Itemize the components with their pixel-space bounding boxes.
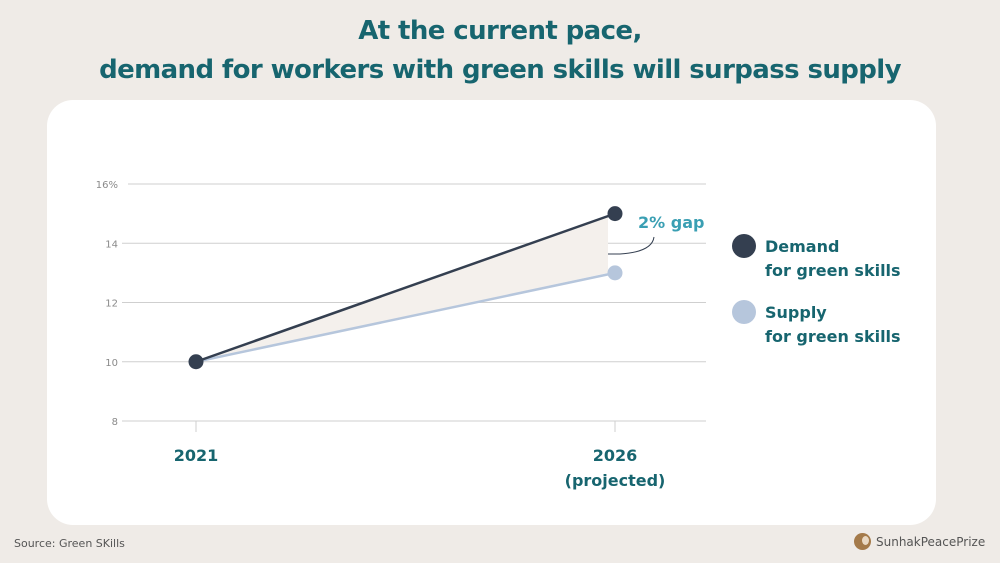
data-point-supply (607, 265, 623, 281)
y-tick-label: 10 (105, 358, 118, 369)
legend-marker-demand (732, 234, 756, 258)
chart-title-line-2: demand for workers with green skills wil… (99, 55, 901, 85)
series-demand (188, 206, 623, 370)
legend-marker-supply (732, 300, 756, 324)
y-tick-label: 8 (112, 417, 118, 428)
source-note: Source: Green SKills (14, 537, 125, 550)
y-tick-label: 14 (105, 239, 118, 250)
legend-item-demand: Demand for green skills (732, 234, 901, 283)
chart-title-line-1: At the current pace, (358, 16, 642, 46)
x-tick-label: 2021 (174, 446, 219, 465)
series-supply (195, 265, 623, 363)
x-axis-ticks: 2021 2026 (projected) (174, 421, 666, 490)
series-line-demand (195, 212, 616, 363)
y-tick-label: 12 (105, 299, 118, 310)
x-tick-label: 2026 (593, 446, 638, 465)
y-axis-ticks: 8 10 12 14 16% (96, 180, 118, 428)
brand-name: SunhakPeacePrize (876, 534, 986, 549)
data-point-demand (188, 354, 204, 370)
legend-label-supply-line1: Supply (765, 303, 827, 322)
y-tick-label: 16% (96, 180, 118, 191)
data-point-demand (607, 206, 623, 222)
series-line-supply (195, 271, 616, 363)
chart-card (47, 100, 936, 525)
legend-label-demand-line2: for green skills (765, 261, 901, 280)
brand-logo-icon (854, 533, 871, 550)
legend-label-demand-line1: Demand (765, 237, 840, 256)
gap-annotation-label: 2% gap (638, 213, 704, 232)
legend-item-supply: Supply for green skills (732, 300, 901, 349)
legend-label-supply-line2: for green skills (765, 327, 901, 346)
brand: SunhakPeacePrize (854, 533, 985, 550)
gridlines (122, 183, 706, 422)
x-tick-label-sub: (projected) (565, 471, 666, 490)
gap-annotation-connector (608, 236, 655, 255)
